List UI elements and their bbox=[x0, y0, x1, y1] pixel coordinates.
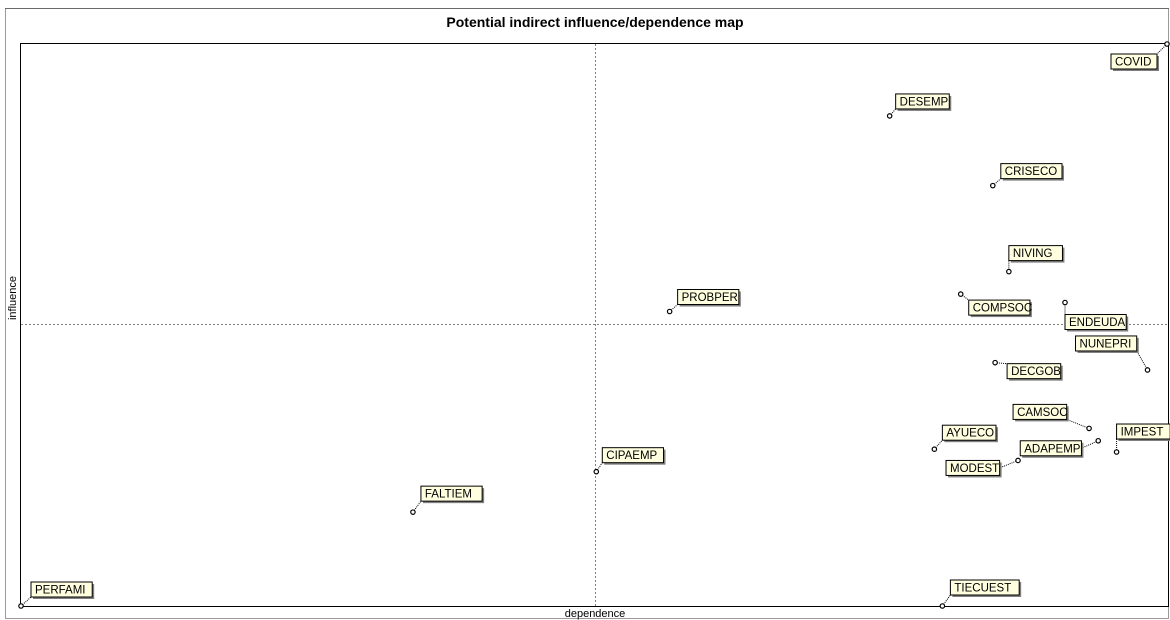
points-layer: COVID DESEMP CRISECO NIVING PROBPER COMPSOC EN… bbox=[18, 41, 1170, 609]
point-label: ENDEUDA bbox=[1069, 317, 1126, 329]
label-box bbox=[1000, 163, 1063, 180]
point-label: DESEMP bbox=[900, 96, 949, 108]
point-label: CRISECO bbox=[1005, 166, 1057, 178]
point-marker bbox=[1015, 457, 1021, 464]
label-box bbox=[1008, 245, 1063, 262]
point-label: FALTIEM bbox=[425, 489, 472, 501]
point-label: NUNEPRI bbox=[1080, 338, 1132, 350]
plot-area bbox=[20, 43, 1169, 607]
point-label: IMPEST bbox=[1121, 427, 1164, 439]
point-faltiem: FALTIEM bbox=[410, 485, 485, 515]
point-leader bbox=[1066, 418, 1090, 429]
label-box bbox=[949, 579, 1020, 596]
point-marker bbox=[1062, 299, 1068, 306]
point-marker bbox=[1006, 268, 1012, 275]
point-label: MODEST bbox=[950, 463, 999, 475]
point-leader bbox=[669, 304, 678, 312]
point-label: PERFAMI bbox=[35, 585, 85, 597]
point-modest: MODEST bbox=[945, 457, 1021, 478]
point-label: TIECUEST bbox=[954, 583, 1011, 595]
point-leader bbox=[889, 108, 897, 117]
point-nunepri: NUNEPRI bbox=[1075, 335, 1151, 373]
label-box bbox=[945, 459, 1001, 476]
point-cipaemp: CIPAEMP bbox=[593, 447, 666, 475]
point-adapemp: ADAPEMP bbox=[1019, 437, 1102, 458]
point-marker bbox=[410, 509, 416, 515]
point-marker bbox=[1144, 367, 1151, 373]
point-marker bbox=[18, 603, 24, 609]
point-label: COMPSOC bbox=[973, 303, 1032, 315]
y-axis-label: influence bbox=[7, 276, 19, 320]
point-marker bbox=[593, 468, 600, 475]
point-marker bbox=[666, 308, 673, 315]
point-label: ADAPEMP bbox=[1024, 443, 1081, 455]
point-leader bbox=[960, 293, 970, 301]
label-box bbox=[1006, 363, 1062, 380]
point-label: CIPAEMP bbox=[606, 450, 657, 462]
point-marker bbox=[931, 446, 938, 453]
point-label: DECGOB bbox=[1011, 366, 1061, 378]
point-camsoc: CAMSOC bbox=[1012, 403, 1092, 432]
point-compsoc: COMPSOC bbox=[957, 291, 1032, 318]
point-label: CAMSOC bbox=[1017, 407, 1067, 419]
point-leader bbox=[999, 459, 1019, 469]
point-label: NIVING bbox=[1013, 248, 1053, 260]
label-box bbox=[1019, 440, 1082, 457]
label-box bbox=[1064, 314, 1127, 331]
label-box bbox=[1116, 423, 1170, 440]
label-box bbox=[1110, 53, 1158, 70]
point-marker bbox=[1086, 425, 1092, 432]
point-marker bbox=[939, 603, 946, 609]
x-axis-label: dependence bbox=[565, 608, 626, 620]
point-covid: COVID bbox=[1110, 41, 1170, 71]
point-marker bbox=[886, 113, 893, 119]
point-marker bbox=[992, 359, 998, 366]
point-marker bbox=[957, 291, 964, 297]
label-box bbox=[941, 424, 997, 441]
label-box bbox=[1012, 403, 1068, 420]
label-box bbox=[895, 93, 950, 110]
point-tiecuest: TIECUEST bbox=[939, 579, 1022, 609]
point-decgob: DECGOB bbox=[992, 359, 1063, 381]
point-desemp: DESEMP bbox=[886, 93, 952, 119]
point-endeuda: ENDEUDA bbox=[1062, 299, 1129, 332]
point-marker bbox=[1095, 437, 1102, 444]
point-probper: PROBPER bbox=[666, 289, 741, 315]
point-marker bbox=[1164, 41, 1170, 47]
point-criseco: CRISECO bbox=[990, 163, 1065, 189]
label-box bbox=[1075, 335, 1138, 352]
point-niving: NIVING bbox=[1006, 245, 1065, 275]
point-perfami: PERFAMI bbox=[18, 581, 95, 609]
label-box bbox=[677, 289, 740, 306]
point-ayueco: AYUECO bbox=[931, 424, 998, 453]
point-leader bbox=[1136, 350, 1148, 371]
point-leader bbox=[992, 178, 1002, 187]
label-box bbox=[30, 581, 93, 598]
chart-title: Potential indirect influence/dependence … bbox=[446, 14, 743, 30]
label-box bbox=[601, 447, 664, 464]
point-marker bbox=[990, 182, 996, 189]
point-label: PROBPER bbox=[682, 292, 738, 304]
point-marker bbox=[1113, 449, 1120, 455]
label-box bbox=[968, 299, 1031, 316]
label-box bbox=[420, 485, 483, 502]
point-impest: IMPEST bbox=[1113, 423, 1170, 455]
point-label: COVID bbox=[1115, 57, 1151, 69]
point-label: AYUECO bbox=[946, 428, 994, 440]
